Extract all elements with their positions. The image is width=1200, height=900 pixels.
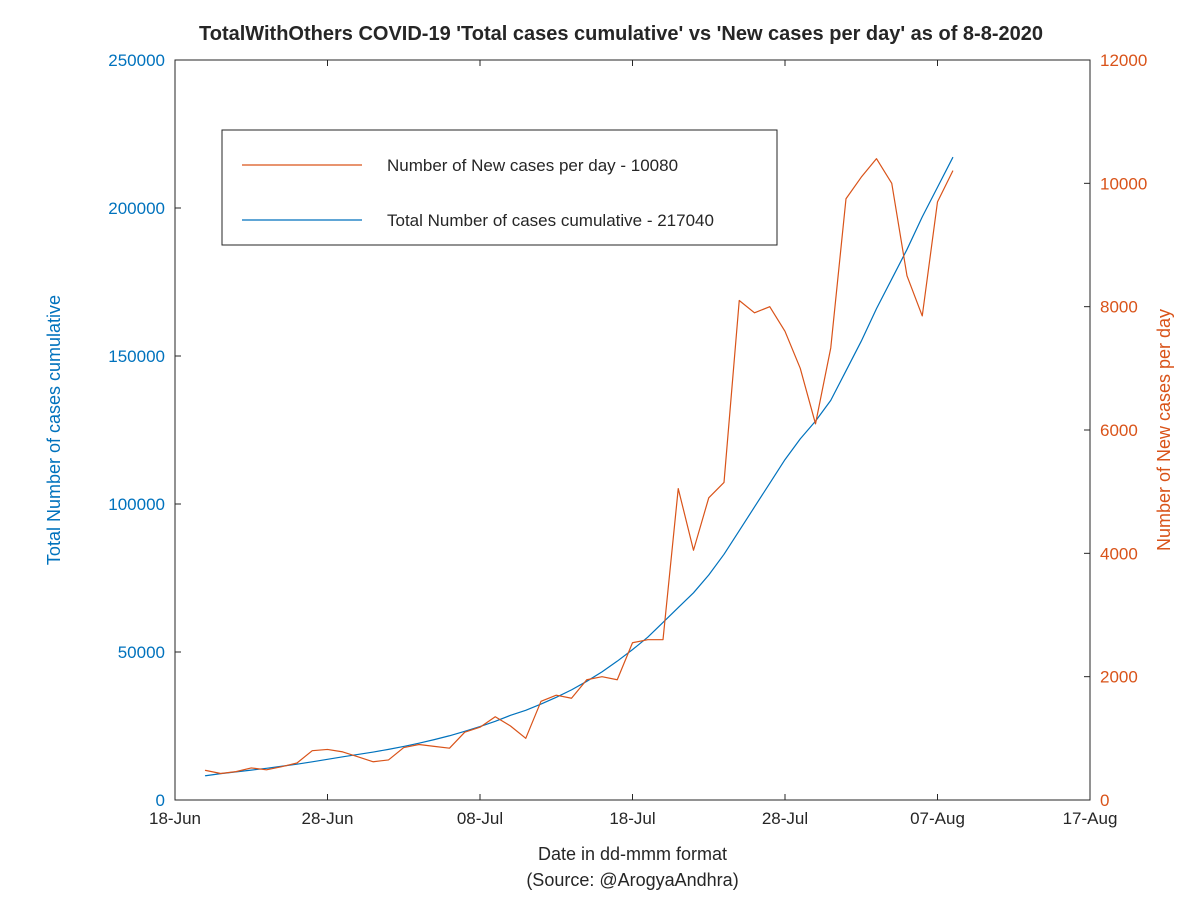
x-tick-label: 07-Aug — [910, 809, 965, 828]
yr-tick-label: 0 — [1100, 791, 1109, 810]
chart-title: TotalWithOthers COVID-19 'Total cases cu… — [199, 23, 1043, 45]
x-axis-label-line1: Date in dd-mmm format — [538, 844, 727, 864]
yl-tick-label: 250000 — [108, 51, 165, 70]
y-left-axis-label: Total Number of cases cumulative — [44, 295, 64, 565]
x-axis-label-line2: (Source: @ArogyaAndhra) — [526, 870, 738, 890]
legend-label: Number of New cases per day - 10080 — [387, 156, 678, 175]
yr-tick-label: 6000 — [1100, 421, 1138, 440]
yr-tick-label: 8000 — [1100, 298, 1138, 317]
chart-svg: 18-Jun 28-Jun 08-Jul 18-Jul 28-Jul 07-Aug 17-A… — [0, 0, 1200, 900]
x-tick-label: 18-Jul — [609, 809, 655, 828]
x-tick-label: 17-Aug — [1063, 809, 1118, 828]
yl-tick-label: 200000 — [108, 199, 165, 218]
x-tick-label: 28-Jun — [302, 809, 354, 828]
x-tick-label: 08-Jul — [457, 809, 503, 828]
yl-tick-label: 0 — [156, 791, 165, 810]
yl-tick-label: 150000 — [108, 347, 165, 366]
x-tick-label: 18-Jun — [149, 809, 201, 828]
yr-tick-label: 10000 — [1100, 174, 1147, 193]
x-tick-label: 28-Jul — [762, 809, 808, 828]
chart-container: 18-Jun 28-Jun 08-Jul 18-Jul 28-Jul 07-Aug 17-A… — [0, 0, 1200, 900]
yr-tick-label: 2000 — [1100, 668, 1138, 687]
yr-tick-label: 4000 — [1100, 544, 1138, 563]
yr-tick-label: 12000 — [1100, 51, 1147, 70]
yl-tick-label: 100000 — [108, 495, 165, 514]
y-right-axis-label: Number of New cases per day — [1154, 309, 1174, 551]
legend-label: Total Number of cases cumulative - 21704… — [387, 211, 714, 230]
yl-tick-label: 50000 — [118, 643, 165, 662]
